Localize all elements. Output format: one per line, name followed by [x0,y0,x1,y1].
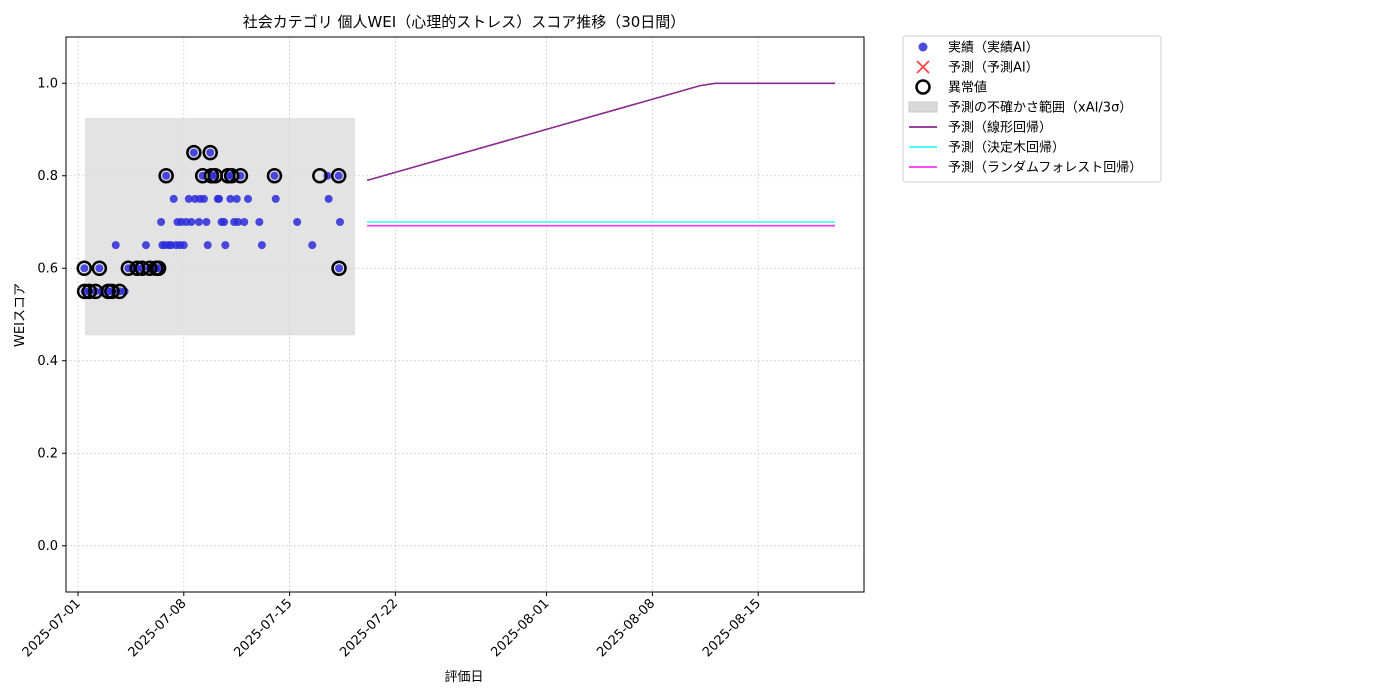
actual-point [324,194,333,203]
anomaly-marker [104,283,120,300]
actual-point [270,171,279,180]
x-tick-label: 2025-08-08 [594,596,658,660]
x-tick-label: 2025-07-22 [337,596,401,660]
actual-point [80,264,89,273]
anomaly-marker [232,168,249,184]
actual-point [111,241,120,250]
anomaly-marker [202,144,218,161]
legend-label: 予測（ランダムフォレスト回帰） [948,160,1142,176]
actual-point [232,194,241,203]
legend-label: 予測の不確かさ範囲（xAI/3σ） [948,100,1132,116]
y-tick-label: 0.2 [37,446,58,461]
actual-point [189,148,198,157]
legend-label: 予測（予測AI） [948,61,1039,76]
legend-box [902,35,1162,183]
actual-point [184,194,193,203]
legend-label: 予測（線形回帰） [948,120,1052,136]
anomaly-marker [331,260,347,276]
actual-point [335,218,344,226]
actual-point [206,148,215,157]
x-axis-title: 評価日 [444,670,483,685]
chart-title: 社会カテゴリ 個人WEI（心理的ストレス）スコア推移（30日間） [243,13,686,31]
actual-point [157,218,166,226]
legend-symbol-actual [918,42,928,52]
actual-point [202,218,211,226]
actual-point [226,194,235,203]
anomaly-marker [186,144,202,161]
legend-symbol-predicted [916,60,930,74]
x-tick-label: 2025-07-01 [20,596,84,660]
actual-point [220,218,229,226]
anomaly-marker [312,168,328,184]
anomaly-marker [76,283,93,300]
actual-point [308,241,317,250]
anomaly-marker [330,168,347,184]
legend-symbol-anomaly [915,79,931,95]
anomaly-marker [142,260,158,276]
actual-point [179,241,188,250]
plot-frame [65,36,865,593]
x-tick-label: 2025-08-01 [488,596,552,660]
x-tick-label: 2025-08-15 [700,596,764,660]
anomaly-marker [266,168,283,184]
actual-point [221,241,230,250]
y-axis-title: WEIスコア [13,283,28,347]
actual-point [162,171,171,180]
x-tick-label: 2025-07-08 [126,596,190,660]
legend-symbol-band [908,101,938,113]
legend-label: 予測（決定木回帰） [948,140,1065,156]
actual-point [194,218,203,226]
actual-point [271,194,280,203]
actual-point [293,218,302,226]
actual-point [255,218,264,226]
anomaly-marker [150,260,167,276]
anomaly-marker [91,260,108,276]
actual-point [141,241,150,250]
uncertainty-band [84,117,356,336]
actual-point [335,264,344,273]
actual-point [203,241,212,250]
y-tick-label: 0.8 [37,169,58,184]
actual-point [257,241,266,250]
anomaly-marker [158,168,174,184]
legend-label: 異常値 [948,80,987,96]
actual-point [240,218,249,226]
actual-point [233,218,242,226]
actual-point [199,194,208,203]
anomaly-marker [223,168,240,184]
x-tick-label: 2025-07-15 [231,596,295,660]
y-tick-label: 1.0 [37,76,58,91]
anomaly-marker [76,260,93,276]
actual-point [95,264,104,273]
actual-point [334,171,343,180]
prediction-line [366,82,835,182]
y-tick-label: 0.0 [37,539,58,554]
plot-area: 0.0 0.2 0.4 0.6 0.8 1.0 2025-07-01 2025-07-08 20… [20,36,865,660]
actual-point [215,194,224,203]
actual-point [169,194,178,203]
actual-point [244,194,253,203]
actual-point [187,218,196,226]
anomaly-marker [81,283,98,300]
y-tick-label: 0.4 [37,354,58,369]
y-tick-label: 0.6 [37,261,58,276]
legend-label: 実績（実績AI） [948,40,1039,56]
anomaly-marker [111,283,128,300]
